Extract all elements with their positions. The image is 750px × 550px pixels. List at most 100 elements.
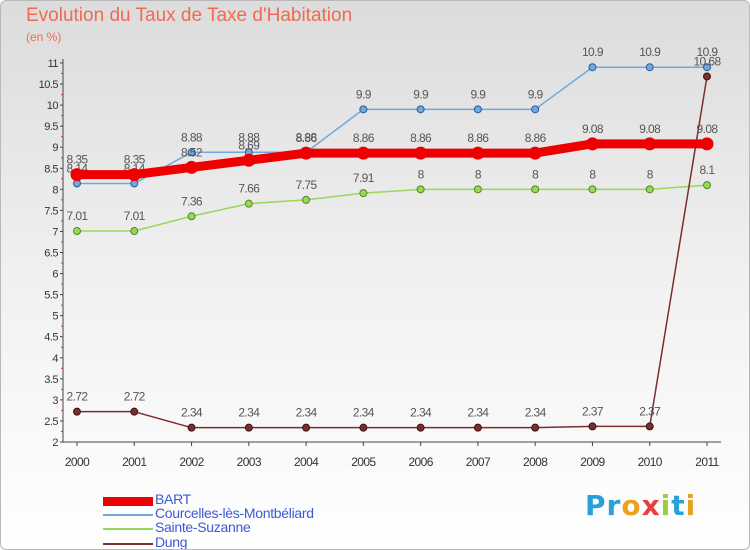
data-point — [416, 423, 425, 432]
y-tick-label: 4 — [52, 353, 58, 365]
data-label: 8.52 — [181, 145, 203, 159]
data-point — [531, 105, 540, 114]
data-point — [588, 185, 597, 194]
data-point — [73, 227, 81, 236]
data-label: 8.86 — [353, 131, 375, 145]
data-point — [588, 422, 597, 431]
data-label: 8 — [418, 167, 425, 181]
legend-label: BART — [155, 491, 191, 507]
data-point — [359, 189, 368, 198]
x-tick-label: 2006 — [408, 455, 433, 469]
data-point — [302, 423, 311, 432]
data-label: 2.34 — [238, 406, 260, 420]
data-label: 8.35 — [67, 153, 89, 167]
legend-swatch — [103, 528, 153, 530]
x-tick-label: 2008 — [523, 455, 548, 469]
y-tick-label: 9.5 — [44, 121, 58, 133]
data-point — [359, 423, 368, 432]
x-tick-label: 2004 — [294, 455, 319, 469]
legend-swatch — [103, 496, 153, 506]
data-label: 8 — [647, 167, 654, 181]
data-label: 9.08 — [639, 122, 661, 136]
data-point — [643, 137, 657, 151]
legend-label: Sainte-Suzanne — [155, 519, 251, 535]
y-tick-label: 2 — [52, 437, 58, 449]
logo-letter: t — [671, 489, 686, 522]
x-tick-label: 2010 — [638, 455, 663, 469]
y-tick-label: 10.5 — [39, 79, 59, 91]
chart-subtitle: (en %) — [26, 30, 62, 44]
data-point — [187, 212, 196, 221]
data-label: 10.9 — [639, 45, 661, 59]
data-point — [700, 137, 714, 151]
data-label: 9.9 — [356, 87, 372, 101]
y-tick-label: 8 — [52, 184, 58, 196]
data-point — [185, 160, 199, 174]
y-tick-label: 2.5 — [44, 416, 58, 428]
data-label: 8.86 — [525, 131, 547, 145]
data-label: 10.9 — [582, 45, 604, 59]
legend-swatch — [103, 514, 153, 516]
data-label: 8 — [475, 167, 482, 181]
data-point — [73, 407, 81, 416]
data-point — [359, 105, 368, 114]
data-point — [356, 146, 370, 160]
data-label: 7.36 — [181, 194, 203, 208]
data-point — [588, 63, 597, 72]
data-label: 7.75 — [296, 178, 318, 192]
data-point — [703, 63, 711, 72]
data-point — [473, 185, 482, 194]
data-label: 8 — [532, 167, 539, 181]
legend-label: Dung — [155, 534, 188, 550]
data-point — [531, 423, 540, 432]
y-tick-label: 6 — [52, 269, 58, 281]
data-point — [416, 105, 425, 114]
data-label: 2.37 — [582, 404, 604, 418]
logo-letter: r — [606, 489, 622, 522]
data-point — [585, 137, 599, 151]
data-label: 9.9 — [470, 87, 486, 101]
data-point — [302, 195, 311, 204]
legend-label: Courcelles-lès-Montbéliard — [155, 505, 314, 521]
data-label: 2.72 — [67, 390, 89, 404]
x-tick-label: 2002 — [179, 455, 204, 469]
data-label: 8.1 — [700, 163, 716, 177]
data-point — [187, 148, 196, 157]
y-tick-label: 7 — [52, 226, 58, 238]
data-label: 2.34 — [525, 406, 547, 420]
data-label: 2.72 — [124, 390, 146, 404]
data-label: 10.68 — [693, 54, 721, 68]
y-tick-label: 7.5 — [44, 205, 58, 217]
data-point — [471, 146, 485, 160]
data-label: 2.34 — [410, 406, 432, 420]
data-label: 7.01 — [124, 209, 146, 223]
proxiti-logo: Proxiti — [585, 489, 696, 522]
logo-letter: i — [660, 489, 672, 522]
y-tick-label: 8.5 — [44, 163, 58, 175]
data-point — [645, 185, 654, 194]
data-point — [242, 153, 256, 167]
data-point — [416, 185, 425, 194]
data-point — [299, 146, 313, 160]
data-label: 9.08 — [582, 122, 604, 136]
x-tick-label: 2003 — [237, 455, 262, 469]
data-label: 7.66 — [238, 182, 260, 196]
data-point — [70, 168, 84, 182]
chart-title: Evolution du Taux de Taxe d'Habitation — [26, 5, 353, 26]
logo-letter: i — [685, 489, 697, 522]
data-label: 9.9 — [413, 87, 429, 101]
logo-letter: P — [585, 489, 607, 522]
y-tick-label: 11 — [48, 58, 59, 70]
data-label: 7.91 — [353, 171, 375, 185]
data-point — [244, 199, 253, 208]
data-point — [645, 422, 654, 431]
series-line-1 — [76, 66, 708, 185]
x-tick-label: 2007 — [466, 455, 491, 469]
data-label: 2.34 — [296, 406, 318, 420]
data-label: 8.88 — [181, 130, 203, 144]
data-label: 7.01 — [67, 209, 89, 223]
y-tick-label: 6.5 — [44, 248, 58, 260]
data-point — [130, 227, 139, 236]
logo-letter: x — [641, 489, 661, 522]
